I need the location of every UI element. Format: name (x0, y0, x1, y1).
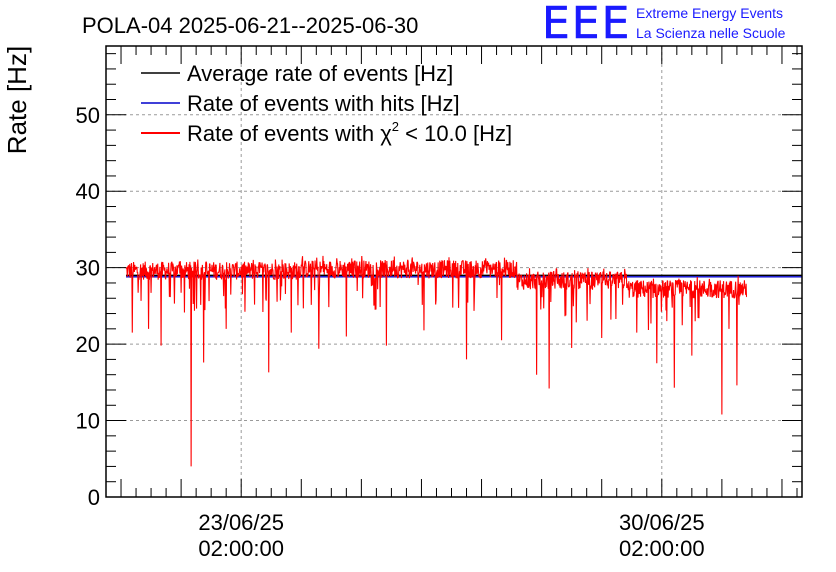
legend-label-chi2: Rate of events with χ2 < 10.0 [Hz] (187, 119, 512, 146)
legend-chi2-sup: 2 (392, 119, 399, 134)
legend: Average rate of events [Hz] Rate of even… (141, 61, 512, 146)
x-tick-label-time: 02:00:00 (198, 536, 284, 561)
logo-line1: Extreme Energy Events (636, 5, 783, 21)
x-tick-label-date: 23/06/25 (198, 510, 284, 535)
axis-layer: 0102030405023/06/2502:00:0030/06/2502:00… (76, 45, 803, 561)
y-tick-label: 10 (76, 409, 100, 434)
legend-chi2-tail: < 10.0 [Hz] (399, 121, 512, 146)
eee-logo: EEE Extreme Energy Events La Scienza nel… (542, 0, 786, 49)
y-axis-label: Rate [Hz] (2, 46, 32, 154)
y-tick-label: 30 (76, 256, 100, 281)
legend-label-average: Average rate of events [Hz] (187, 61, 453, 86)
legend-chi2-base: Rate of events with (187, 121, 380, 146)
y-tick-label: 20 (76, 332, 100, 357)
y-tick-label: 0 (88, 485, 100, 510)
series-layer (125, 255, 802, 467)
y-tick-label: 50 (76, 103, 100, 128)
plot-frame (105, 45, 803, 498)
logo-mark: EEE (542, 0, 631, 49)
chart-title: POLA-04 2025-06-21--2025-06-30 (82, 13, 418, 38)
logo-line2: La Scienza nelle Scuole (636, 25, 786, 41)
legend-chi2-symbol: χ (380, 121, 392, 146)
series-chi2-rate (125, 255, 748, 467)
y-tick-label: 40 (76, 179, 100, 204)
legend-label-hits: Rate of events with hits [Hz] (187, 91, 460, 116)
x-tick-label-date: 30/06/25 (619, 510, 705, 535)
x-tick-label-time: 02:00:00 (619, 536, 705, 561)
